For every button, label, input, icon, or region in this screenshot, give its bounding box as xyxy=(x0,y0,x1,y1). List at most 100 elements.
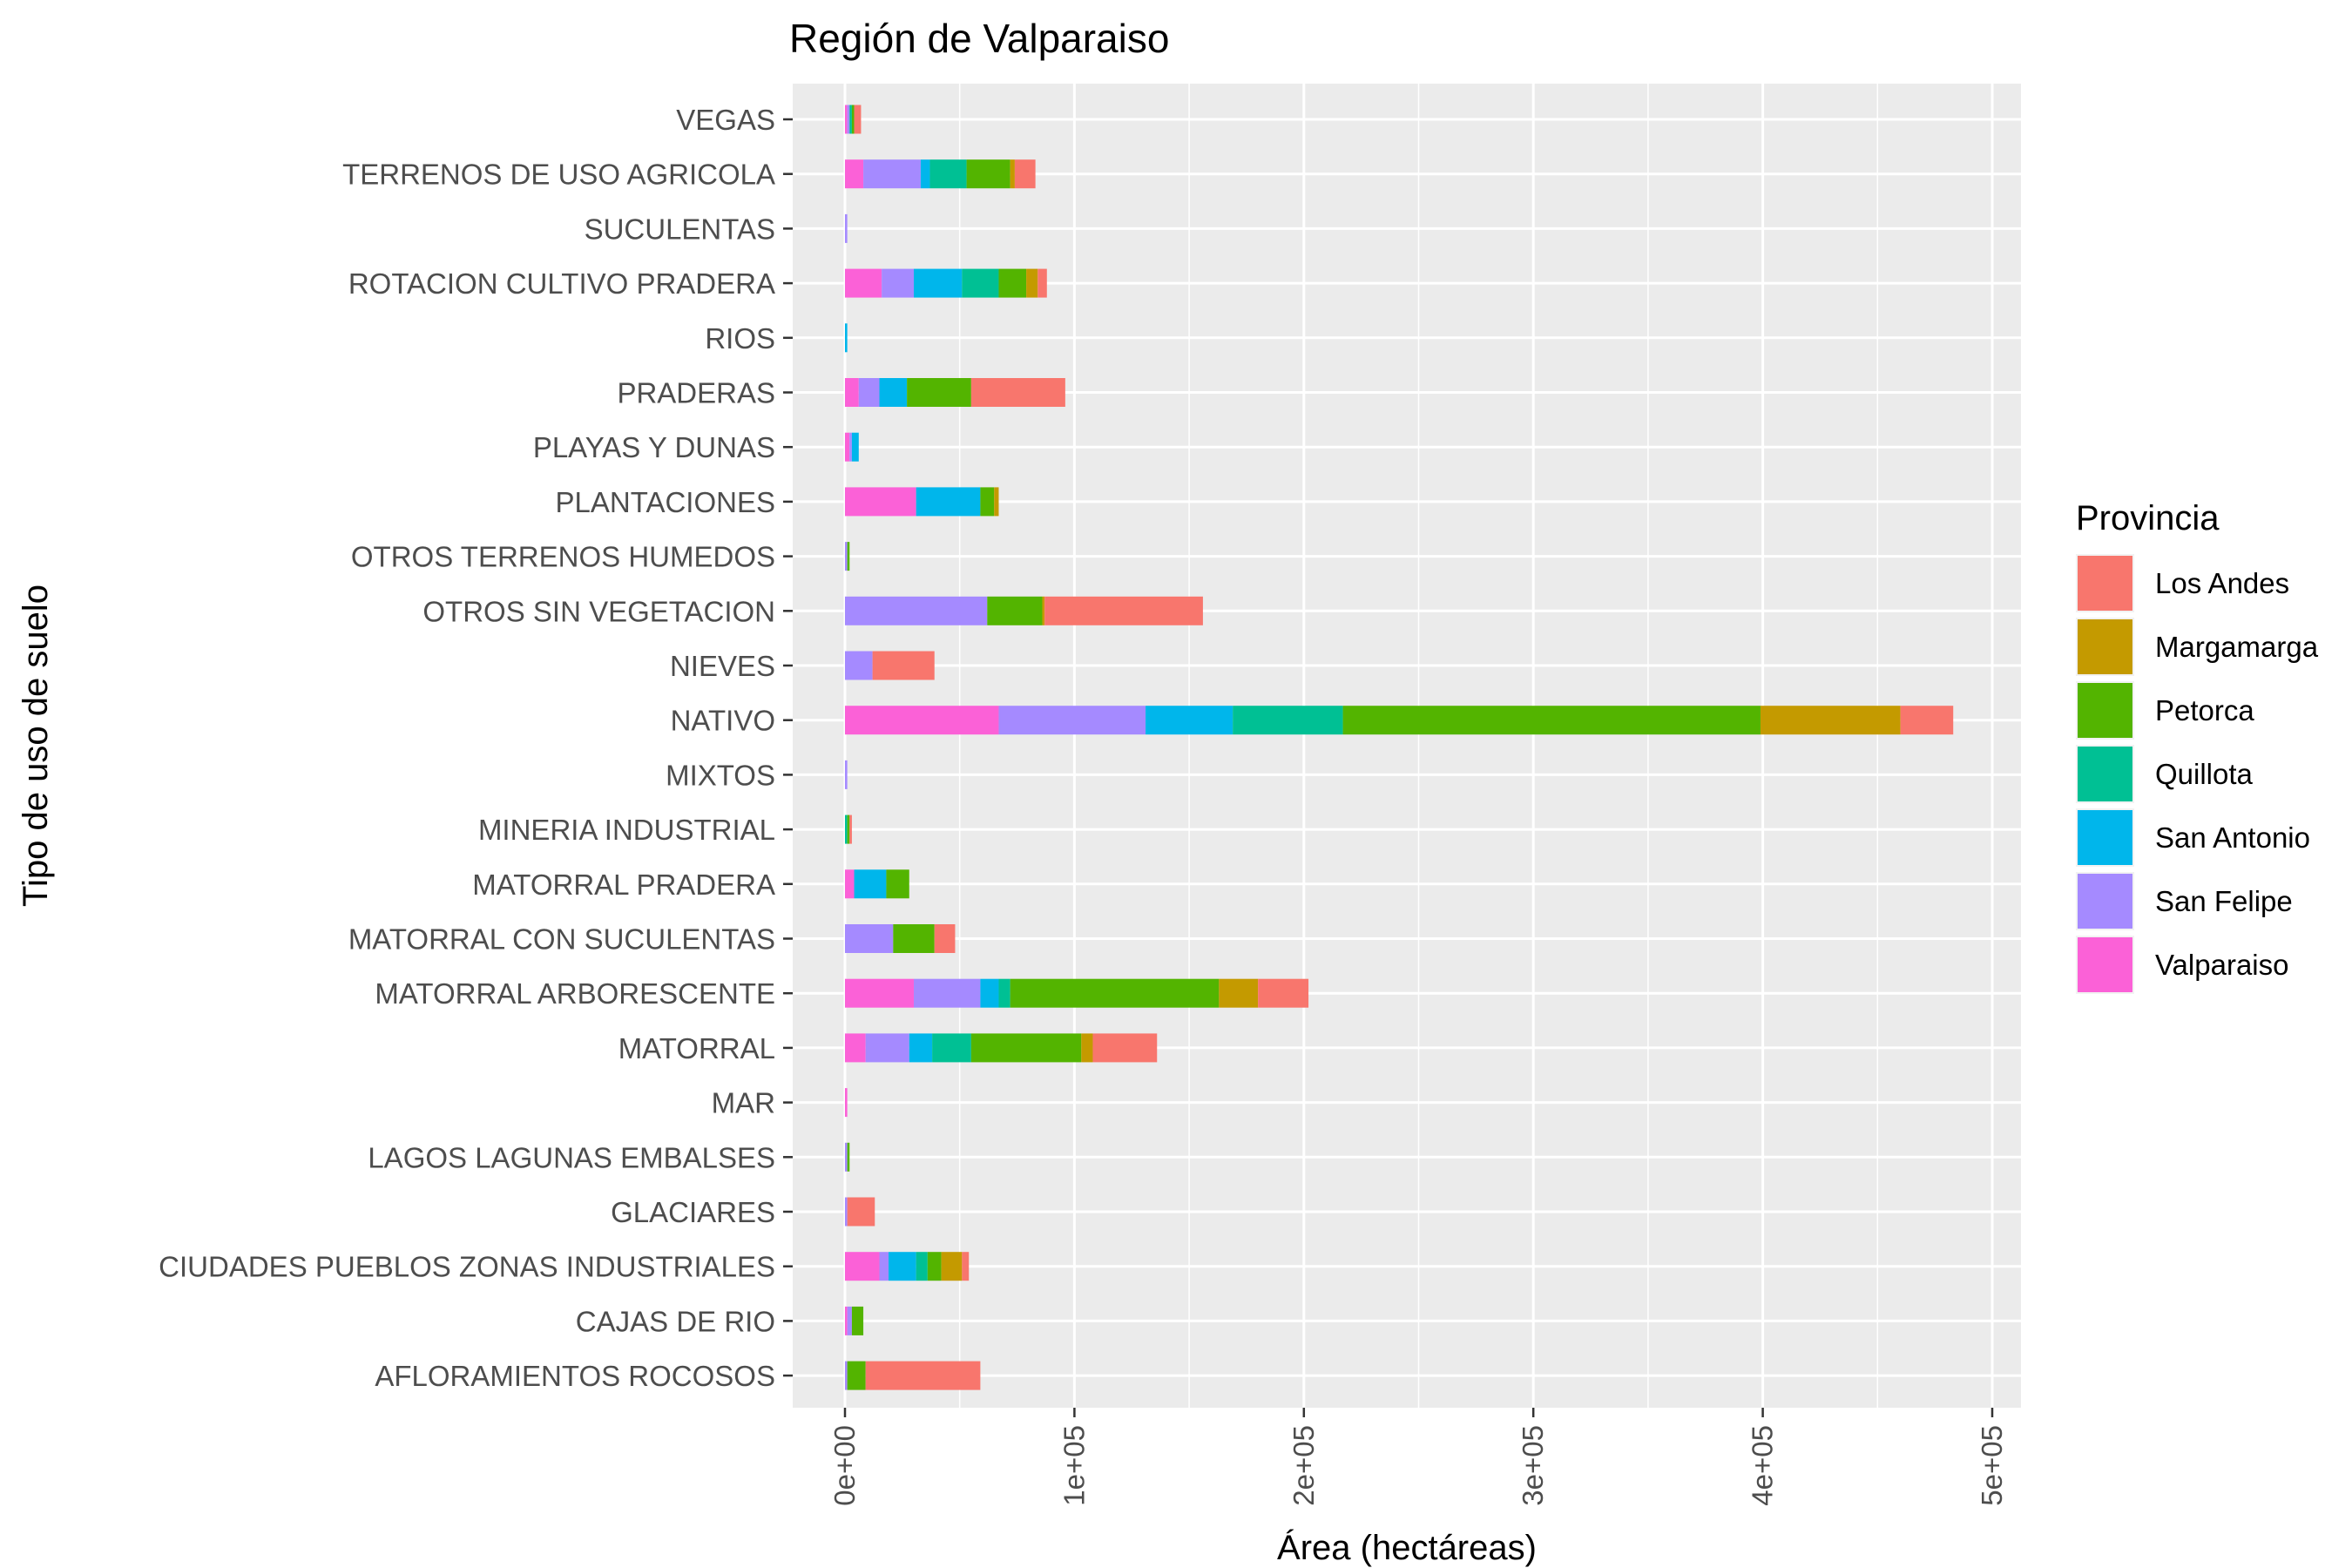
bar-segment xyxy=(932,1033,971,1063)
bar-segment xyxy=(1026,268,1038,298)
bar-segment xyxy=(927,1252,942,1281)
bar-segment xyxy=(1219,978,1259,1008)
y-tick-label: MINERIA INDUSTRIAL xyxy=(478,814,775,846)
legend-swatch xyxy=(2078,683,2132,738)
bar-segment xyxy=(845,1197,848,1227)
x-tick-label: 5e+05 xyxy=(1976,1425,2008,1506)
bar-segment xyxy=(849,432,852,462)
bar-segment xyxy=(962,268,999,298)
bar-segment xyxy=(1760,706,1901,735)
bar-segment xyxy=(847,1361,866,1390)
legend-label: Margamarga xyxy=(2155,631,2319,663)
bar-segment xyxy=(998,706,1146,735)
y-tick-label: NIEVES xyxy=(670,650,775,682)
y-tick-label: SUCULENTAS xyxy=(585,213,775,245)
bar-segment xyxy=(889,1252,916,1281)
grid-major xyxy=(793,84,2021,1408)
bar-segment xyxy=(858,378,880,407)
bar-segment xyxy=(909,1033,933,1063)
chart-title: Región de Valparaiso xyxy=(789,16,1169,61)
bar-segment xyxy=(1092,1033,1158,1063)
bar-segment xyxy=(845,706,999,735)
legend-label: Valparaiso xyxy=(2155,949,2288,981)
y-tick-label: MIXTOS xyxy=(666,759,775,791)
bar-segment xyxy=(845,1142,848,1172)
bar-segment xyxy=(1233,706,1343,735)
bar-segment xyxy=(845,378,859,407)
bar-segment xyxy=(851,1306,864,1335)
bar-segment xyxy=(970,378,1065,407)
legend-swatch xyxy=(2078,810,2132,865)
bar-segment xyxy=(998,268,1027,298)
bar-segment xyxy=(1010,159,1015,189)
y-tick-label: OTROS SIN VEGETACION xyxy=(422,595,775,627)
y-tick-label: LAGOS LAGUNAS EMBALSES xyxy=(368,1141,775,1173)
y-tick-label: CIUDADES PUEBLOS ZONAS INDUSTRIALES xyxy=(159,1251,775,1283)
x-tick-label: 1e+05 xyxy=(1058,1425,1090,1506)
bar-segment xyxy=(854,105,862,134)
y-tick-label: ROTACION CULTIVO PRADERA xyxy=(348,267,775,300)
y-tick-label: MATORRAL ARBORESCENTE xyxy=(375,977,775,1010)
bar-segment xyxy=(849,814,852,844)
legend-label: Los Andes xyxy=(2155,567,2289,599)
bar-segment xyxy=(845,1306,848,1335)
y-axis: VEGAS TERRENOS DE USO AGRICOLA SUCULENTAS R… xyxy=(159,104,793,1392)
bar-segment xyxy=(980,487,995,517)
bar-segment xyxy=(845,159,864,189)
legend-title: Provincia xyxy=(2076,499,2220,537)
bar-segment xyxy=(882,268,915,298)
y-tick-label: RIOS xyxy=(705,322,775,355)
bar-segment xyxy=(907,378,971,407)
legend-label: San Felipe xyxy=(2155,885,2293,917)
y-tick-label: CAJAS DE RIO xyxy=(576,1305,775,1337)
bar-segment xyxy=(1037,268,1047,298)
bar-segment xyxy=(1010,978,1220,1008)
bar-segment xyxy=(970,1033,1082,1063)
legend-swatch xyxy=(2078,874,2132,929)
legend: Provincia Los Andes Margamarga Petorca Quil… xyxy=(2076,499,2319,994)
bar-segment xyxy=(1044,596,1203,625)
x-tick-label: 3e+05 xyxy=(1517,1425,1549,1506)
bar-segment xyxy=(847,1306,852,1335)
y-tick-label: GLACIARES xyxy=(611,1196,775,1228)
bar-segment xyxy=(845,323,848,353)
bar-segment xyxy=(1014,159,1036,189)
bar-segment xyxy=(966,159,1010,189)
legend-swatch xyxy=(2078,747,2132,801)
legend-label: Petorca xyxy=(2155,694,2254,727)
bar-segment xyxy=(854,869,887,899)
legend-label: Quillota xyxy=(2155,758,2254,790)
bar-segment xyxy=(847,542,850,571)
bar-segment xyxy=(1042,596,1045,625)
bar-segment xyxy=(845,213,848,243)
bar-segment xyxy=(845,1361,848,1390)
y-tick-label: PLAYAS Y DUNAS xyxy=(533,431,775,463)
y-tick-label: VEGAS xyxy=(676,104,775,136)
bar-segment xyxy=(845,487,916,517)
bar-segment xyxy=(1146,706,1233,735)
bar-segment xyxy=(934,924,956,953)
bar-segment xyxy=(916,1252,928,1281)
bar-segment xyxy=(980,978,999,1008)
bar-segment xyxy=(962,1252,970,1281)
legend-swatch xyxy=(2078,937,2132,992)
bar-segment xyxy=(845,1033,866,1063)
bars xyxy=(845,105,1954,1390)
bar-segment xyxy=(886,869,909,899)
bar-segment xyxy=(845,924,894,953)
plot-background xyxy=(793,84,2021,1408)
bar-segment xyxy=(847,814,850,844)
y-tick-label: AFLORAMIENTOS ROCOSOS xyxy=(375,1360,775,1392)
bar-segment xyxy=(863,159,921,189)
x-tick-label: 4e+05 xyxy=(1747,1425,1779,1506)
bar-segment xyxy=(845,268,882,298)
bar-segment xyxy=(845,542,848,571)
y-tick-label: NATIVO xyxy=(671,705,775,737)
y-tick-label: MAR xyxy=(712,1087,775,1119)
bar-segment xyxy=(914,268,963,298)
bar-segment xyxy=(987,596,1043,625)
bar-segment xyxy=(845,978,915,1008)
y-tick-label: TERRENOS DE USO AGRICOLA xyxy=(342,159,775,191)
bar-segment xyxy=(1342,706,1761,735)
bar-segment xyxy=(845,105,848,134)
